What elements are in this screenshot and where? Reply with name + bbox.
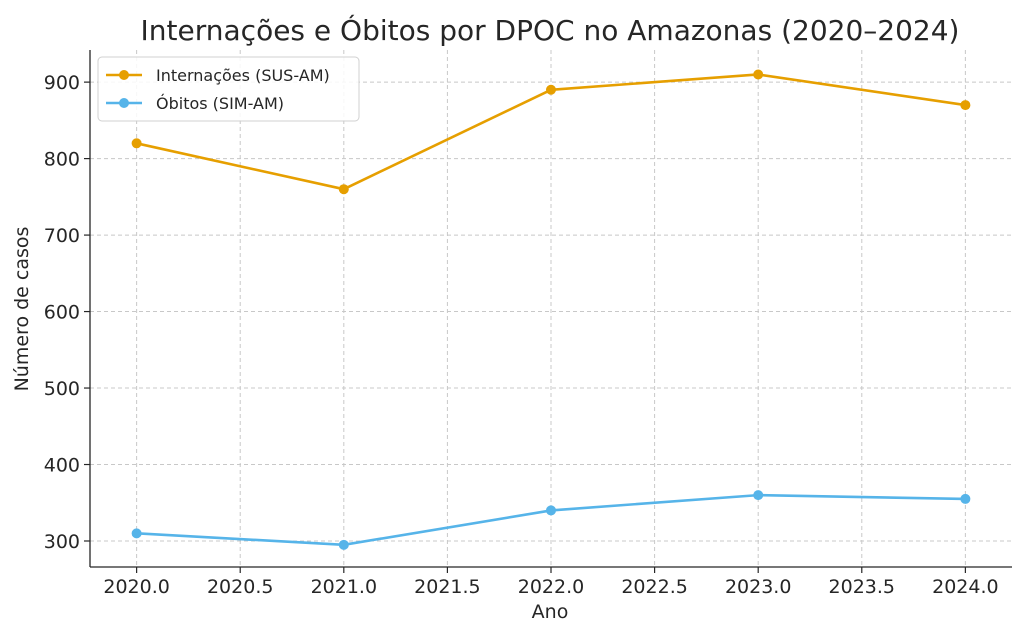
legend-item: Óbitos (SIM-AM) [106, 94, 284, 113]
legend-marker [119, 98, 129, 108]
y-axis-ticks: 300 400 500 600 700 800 900 [44, 72, 90, 553]
x-tick-label: 2023.5 [829, 576, 895, 598]
y-tick-label: 400 [44, 455, 80, 477]
legend-box [97, 56, 360, 122]
x-tick-label: 2024.0 [932, 576, 998, 598]
data-point [960, 493, 971, 504]
data-point [753, 490, 764, 501]
x-tick-label: 2022.0 [518, 576, 584, 598]
x-axis-ticks: 2020.0 2020.5 2021.0 2021.5 2022.0 2022.5 2023… [103, 567, 999, 598]
data-point [131, 138, 142, 149]
x-tick-label: 2020.0 [103, 576, 169, 598]
data-point [546, 505, 556, 516]
legend-label: Óbitos (SIM-AM) [156, 94, 284, 113]
data-point [338, 539, 349, 550]
y-tick-label: 300 [44, 531, 80, 553]
series-group [131, 69, 971, 550]
x-tick-label: 2021.5 [414, 576, 480, 598]
data-point [960, 100, 971, 111]
data-point [131, 528, 142, 539]
x-tick-label: 2020.5 [207, 576, 273, 598]
x-tick-label: 2023.0 [725, 576, 791, 598]
legend-marker [119, 70, 129, 80]
y-tick-label: 900 [44, 72, 80, 94]
series-1 [131, 69, 971, 195]
y-tick-label: 800 [44, 149, 80, 171]
series-2 [131, 490, 971, 550]
y-tick-label: 600 [44, 302, 80, 324]
legend-label: Internações (SUS-AM) [156, 66, 330, 85]
legend: Internações (SUS-AM) Óbitos (SIM-AM) [97, 56, 360, 122]
x-axis-label: Ano [532, 601, 569, 623]
y-tick-label: 700 [44, 225, 80, 247]
data-point [753, 69, 764, 80]
y-axis-label: Número de casos [11, 227, 33, 392]
legend-item: Internações (SUS-AM) [106, 66, 330, 85]
grid [90, 50, 1012, 567]
x-tick-label: 2021.0 [311, 576, 377, 598]
chart-title: Internações e Óbitos por DPOC no Amazona… [141, 13, 960, 47]
data-point [338, 184, 349, 195]
data-point [546, 84, 556, 95]
y-tick-label: 500 [44, 378, 80, 400]
x-tick-label: 2022.5 [621, 576, 687, 598]
